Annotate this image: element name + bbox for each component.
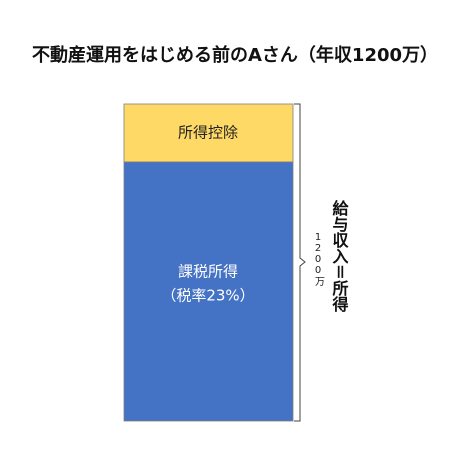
brace <box>294 103 306 422</box>
deduction-block <box>123 103 294 163</box>
taxable-label: 課税所得 <box>178 263 238 281</box>
title: 不動産運用をはじめる前のAさん（年収1200万） <box>32 44 438 66</box>
brace-amount: 1200万 <box>313 232 325 287</box>
brace-label: 給与収入＝所得 <box>330 199 350 313</box>
tax-rate-label: （税率23%） <box>161 287 254 305</box>
taxable-block <box>123 161 294 422</box>
deduction-label: 所得控除 <box>178 124 238 142</box>
